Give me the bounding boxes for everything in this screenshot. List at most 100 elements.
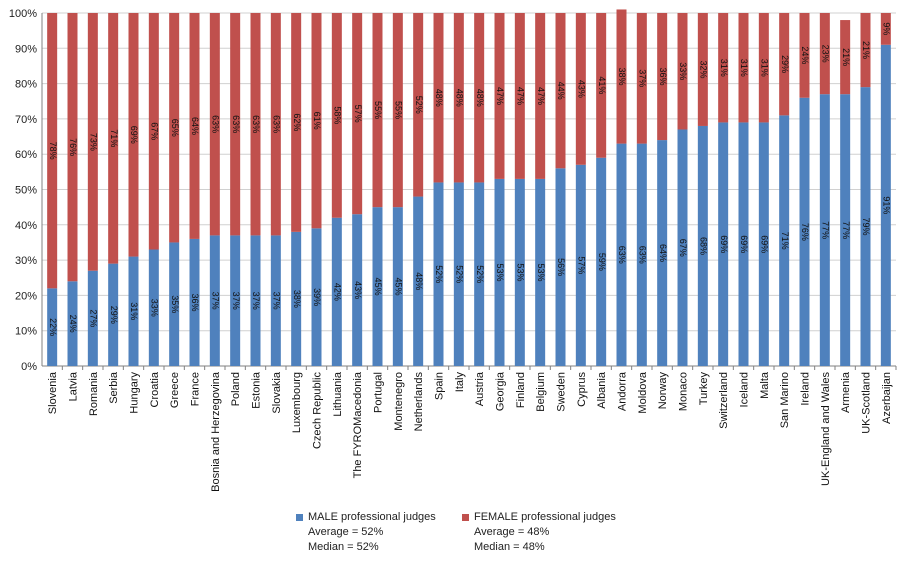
x-category-label: Spain	[434, 372, 446, 400]
data-label-male: 69%	[739, 235, 749, 253]
bar-male	[819, 94, 830, 366]
bar-female	[575, 13, 586, 165]
x-category-label: Slovenia	[47, 371, 59, 414]
x-category-label: Poland	[230, 372, 242, 406]
bar-female	[311, 13, 322, 229]
data-label-male: 67%	[678, 239, 688, 257]
bar-female	[413, 13, 424, 197]
data-label-female: 31%	[719, 59, 729, 77]
bar-female	[148, 13, 159, 250]
data-label-female: 31%	[759, 59, 769, 77]
x-category-label: The FYROMacedonia	[352, 371, 364, 478]
bar-female	[880, 13, 891, 45]
y-tick-label: 30%	[15, 255, 37, 267]
x-category-label: Sweden	[556, 372, 568, 412]
bar-male	[392, 207, 403, 366]
y-tick-label: 100%	[9, 8, 37, 20]
data-label-female: 31%	[739, 59, 749, 77]
data-label-male: 52%	[475, 265, 485, 283]
bar-male	[697, 125, 708, 367]
bar-female	[555, 13, 566, 169]
x-category-label: Estonia	[251, 371, 263, 409]
legend-male-swatch	[296, 514, 303, 521]
data-label-female: 24%	[800, 46, 810, 64]
x-category-label: Malta	[759, 371, 771, 399]
bar-male	[311, 228, 322, 366]
bar-male	[413, 196, 424, 366]
data-label-male: 64%	[658, 244, 668, 262]
bar-male	[758, 122, 769, 367]
x-category-label: Bosnia and Herzegovina	[210, 371, 222, 492]
data-label-male: 45%	[393, 278, 403, 296]
data-label-male: 53%	[495, 263, 505, 281]
bar-female	[758, 13, 769, 123]
x-category-label: Croatia	[149, 371, 161, 407]
bar-male	[433, 182, 444, 366]
bar-male	[718, 122, 729, 367]
bar-male	[575, 164, 586, 366]
data-label-female: 65%	[170, 119, 180, 137]
legend-female-label: FEMALE professional judges	[474, 511, 616, 523]
data-label-female: 47%	[515, 87, 525, 105]
data-label-female: 55%	[393, 101, 403, 119]
x-category-label: Lithuania	[332, 371, 344, 417]
data-label-female: 58%	[332, 106, 342, 124]
x-category-label: Luxembourg	[291, 372, 303, 433]
bar-male	[514, 178, 525, 366]
data-label-female: 61%	[312, 112, 322, 130]
bar-female	[840, 20, 851, 95]
bar-male	[108, 263, 119, 366]
data-label-male: 79%	[861, 218, 871, 236]
legend-female-average: Average = 48%	[474, 526, 550, 538]
data-label-female: 63%	[251, 115, 261, 133]
data-label-male: 52%	[454, 265, 464, 283]
legend-male-label: MALE professional judges	[308, 511, 436, 523]
bar-female	[189, 13, 200, 239]
bar-female	[169, 13, 180, 243]
y-tick-label: 80%	[15, 79, 37, 91]
data-label-female: 63%	[271, 115, 281, 133]
x-category-label: Monaco	[678, 372, 690, 411]
bar-female	[697, 13, 708, 126]
data-label-male: 37%	[251, 292, 261, 310]
bar-female	[453, 13, 464, 183]
x-category-label: France	[190, 372, 202, 406]
x-category-label: Ireland	[800, 372, 812, 406]
bar-male	[270, 235, 281, 366]
bar-male	[799, 97, 810, 366]
data-label-male: 76%	[800, 223, 810, 241]
bar-female	[47, 13, 58, 289]
data-label-female: 55%	[373, 101, 383, 119]
data-label-female: 63%	[231, 115, 241, 133]
x-category-label: Serbia	[108, 371, 120, 404]
data-label-female: 38%	[617, 68, 627, 86]
x-category-label: Czech Republic	[312, 372, 324, 450]
data-label-male: 71%	[780, 232, 790, 250]
data-label-male: 33%	[149, 299, 159, 317]
bar-female	[352, 13, 363, 215]
bar-male	[372, 207, 383, 366]
x-category-label: UK-England and Wales	[820, 372, 832, 486]
legend-male-median: Median = 52%	[308, 541, 379, 553]
bar-male	[189, 238, 200, 366]
data-label-female: 73%	[88, 133, 98, 151]
x-category-label: Romania	[88, 371, 100, 416]
x-category-label: Montenegro	[393, 372, 405, 431]
data-label-male: 27%	[88, 309, 98, 327]
data-label-female: 43%	[576, 80, 586, 98]
data-label-male: 63%	[637, 246, 647, 264]
data-label-female: 37%	[637, 69, 647, 87]
y-tick-label: 0%	[21, 361, 37, 373]
bar-male	[474, 182, 485, 366]
data-label-male: 43%	[353, 281, 363, 299]
bar-female	[616, 9, 627, 144]
data-label-female: 71%	[109, 129, 119, 147]
bar-female	[677, 13, 688, 130]
bar-male	[87, 270, 98, 366]
y-tick-label: 60%	[15, 149, 37, 161]
legend-female-swatch	[462, 514, 469, 521]
bar-male	[779, 115, 790, 367]
data-label-female: 64%	[190, 117, 200, 135]
